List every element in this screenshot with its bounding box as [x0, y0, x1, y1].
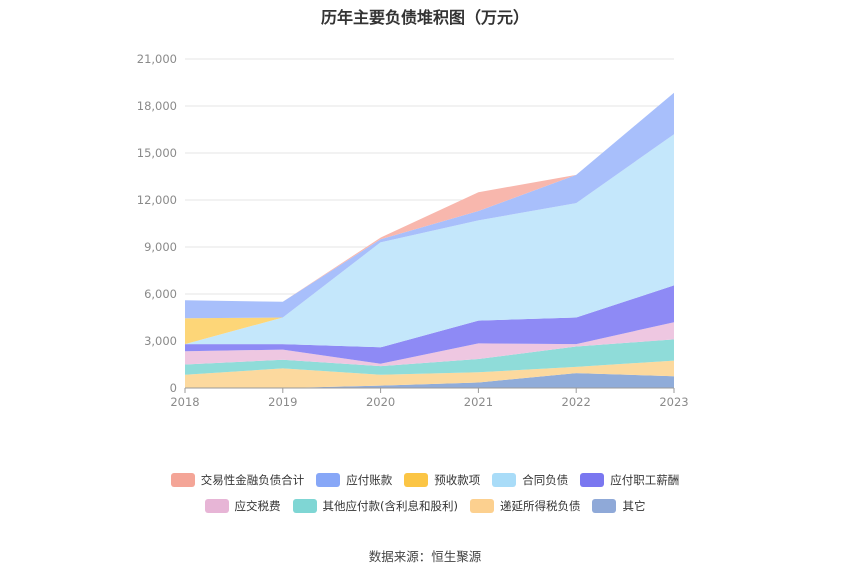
y-tick-label: 12,000 — [137, 193, 177, 207]
legend-swatch — [592, 499, 617, 513]
x-tick-label: 2018 — [170, 395, 199, 409]
legend-item[interactable]: 合同负债 — [492, 472, 568, 488]
y-tick-label: 18,000 — [137, 99, 177, 113]
y-tick-label: 15,000 — [137, 146, 177, 160]
y-tick-label: 21,000 — [137, 52, 177, 66]
legend-swatch — [469, 499, 494, 513]
axes: 0 3,000 6,000 9,000 12,000 15,000 18,000 21,000… — [137, 52, 689, 409]
legend-label: 递延所得税负债 — [499, 499, 581, 513]
legend-label: 应交税费 — [234, 499, 281, 513]
legend-label: 预收款项 — [434, 473, 481, 487]
legend-item[interactable]: 其它 — [592, 498, 645, 514]
area-series — [185, 92, 674, 388]
legend-row-1: 交易性金融负债合计 应付账款 预收款项 合同负债 应付职工薪酬 — [0, 472, 850, 488]
legend-swatch — [204, 499, 229, 513]
legend-swatch — [492, 473, 517, 487]
legend-item[interactable]: 应付账款 — [316, 472, 392, 488]
legend-item[interactable]: 预收款项 — [404, 472, 480, 488]
legend-swatch — [170, 473, 195, 487]
area-series-其它 — [185, 373, 674, 388]
legend-row-2: 应交税费 其他应付款(含利息和股利) 递延所得税负债 其它 — [0, 498, 850, 514]
legend-swatch — [404, 473, 429, 487]
legend-label: 其它 — [622, 499, 646, 513]
y-tick-label: 9,000 — [144, 240, 177, 254]
legend-label: 应付职工薪酬 — [610, 473, 680, 487]
legend-item[interactable]: 交易性金融负债合计 — [170, 472, 305, 488]
area-series-递延所得税负债 — [185, 360, 674, 388]
data-source-note: 数据来源：恒生聚源 — [368, 549, 482, 564]
area-series-预收款项 — [185, 134, 674, 345]
y-tick-label: 6,000 — [144, 287, 177, 301]
legend-label: 应付账款 — [346, 473, 393, 487]
legend-label: 合同负债 — [522, 473, 569, 487]
stacked-area-chart: 0 3,000 6,000 9,000 12,000 15,000 18,000 21,000… — [137, 52, 689, 409]
x-tick-label: 2023 — [659, 395, 688, 409]
legend-item[interactable]: 应付职工薪酬 — [580, 472, 679, 488]
y-tick-label: 3,000 — [144, 334, 177, 348]
legend-swatch — [292, 499, 317, 513]
x-tick-label: 2020 — [366, 395, 395, 409]
x-tick-label: 2019 — [268, 395, 297, 409]
legend-label: 其他应付款(含利息和股利) — [322, 499, 458, 513]
area-series-合同负债 — [185, 134, 674, 348]
legend-item[interactable]: 应交税费 — [204, 498, 281, 514]
x-tick-label: 2021 — [464, 395, 493, 409]
area-series-应付职工薪酬 — [185, 285, 674, 364]
area-series-其他应付款(含利息和股利) — [185, 339, 674, 375]
x-tick-label: 2022 — [562, 395, 591, 409]
legend-item[interactable]: 其他应付款(含利息和股利) — [292, 498, 458, 514]
y-tick-label: 0 — [170, 381, 177, 395]
legend-swatch — [580, 473, 605, 487]
chart-title: 历年主要负债堆积图（万元） — [320, 8, 529, 27]
legend-item[interactable]: 递延所得税负债 — [469, 498, 581, 514]
legend-label: 交易性金融负债合计 — [200, 473, 305, 487]
legend-swatch — [316, 473, 341, 487]
area-series-应交税费 — [185, 322, 674, 367]
